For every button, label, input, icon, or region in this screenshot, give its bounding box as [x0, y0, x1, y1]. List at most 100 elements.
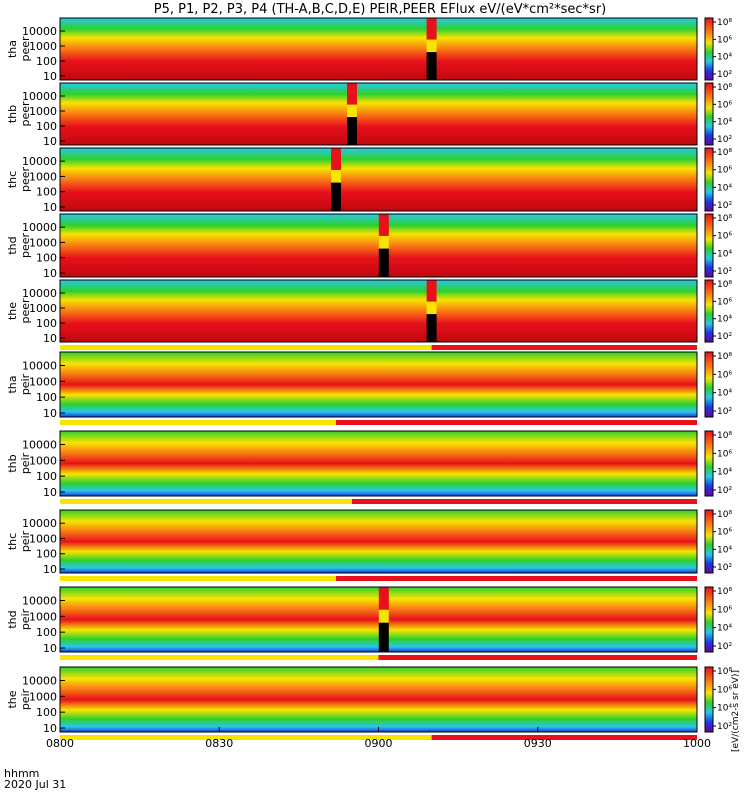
panel-probe-label: thd: [6, 610, 19, 628]
colorbar: [704, 279, 714, 343]
panel-probe-label: thb: [6, 105, 19, 123]
colorbar-tick-label: 10⁶: [717, 35, 732, 45]
y-tick-label: 10: [43, 486, 57, 499]
y-tick-label: 100: [36, 391, 57, 404]
data-gap-marker: [378, 622, 389, 652]
colorbar-tick-label: 10⁴: [717, 624, 732, 634]
data-gap-upper: [426, 18, 437, 40]
y-tick-label: 10: [43, 722, 57, 735]
data-gap-upper: [346, 83, 357, 105]
panel-frame: [59, 82, 698, 146]
panel-probe-label: thd: [6, 236, 19, 254]
data-gap-marker: [426, 314, 437, 342]
flag-yellow-segment: [60, 655, 379, 660]
colorbar-tick-label: 10⁶: [717, 166, 732, 176]
colorbar-tick-label: 10²: [717, 642, 732, 652]
data-gap-mid: [378, 236, 389, 249]
panel-frame: [59, 279, 698, 343]
data-gap-mid: [426, 301, 437, 315]
panel-species-label: peer: [19, 233, 32, 259]
flag-yellow-segment: [60, 499, 352, 504]
y-tick-label: 100: [36, 120, 57, 133]
colorbar-tick-label: 10⁶: [717, 232, 732, 242]
colorbar-tick-label: 10⁴: [717, 315, 732, 325]
panel-probe-label: tha: [6, 375, 19, 393]
colorbar: [704, 666, 714, 733]
colorbar: [704, 509, 714, 574]
y-tick-label: 10000: [22, 25, 57, 38]
quality-flag-bar: [60, 420, 697, 425]
flag-yellow-segment: [60, 576, 337, 581]
y-tick-label: 10: [43, 332, 57, 345]
panel-frame: [59, 147, 698, 212]
colorbar-tick-label: 10⁴: [717, 389, 732, 399]
flag-yellow-segment: [60, 735, 432, 740]
data-gap-mid: [331, 170, 342, 183]
y-tick-label: 1000: [29, 690, 57, 703]
quality-flag-bar: [60, 499, 697, 504]
y-tick-label: 100: [36, 706, 57, 719]
y-tick-label: 10: [43, 563, 57, 576]
y-tick-label: 1000: [29, 610, 57, 623]
x-tick-label: 0900: [365, 737, 393, 750]
panel-species-label: peir: [19, 688, 32, 710]
colorbar-tick-label: 10⁸: [717, 280, 732, 290]
data-gap-marker: [378, 248, 389, 277]
colorbar-tick-label: 10⁴: [717, 249, 732, 259]
y-tick-label: 10: [43, 267, 57, 280]
colorbar-tick-label: 10⁴: [717, 53, 732, 63]
colorbar-tick-label: 10⁶: [717, 370, 732, 380]
y-tick-label: 1000: [29, 454, 57, 467]
spectrogram-image: [60, 148, 697, 211]
flag-yellow-segment: [60, 345, 432, 350]
y-tick-label: 100: [36, 186, 57, 199]
colorbar-tick-label: 10²: [717, 722, 732, 732]
colorbar-tick-label: 10⁴: [717, 704, 732, 714]
colorbar-tick-label: 10⁸: [717, 83, 732, 93]
spectrogram-image: [60, 18, 697, 80]
y-tick-label: 1000: [29, 105, 57, 118]
colorbar-tick-label: 10⁸: [717, 510, 732, 520]
colorbar-tick-label: 10²: [717, 70, 732, 80]
y-tick-label: 100: [36, 470, 57, 483]
colorbar-tick-label: 10⁶: [717, 605, 732, 615]
colorbar-tick-label: 10⁴: [717, 468, 732, 478]
y-tick-label: 1000: [29, 532, 57, 545]
colorbar-tick-label: 10²: [717, 407, 732, 417]
colorbar-tick-label: 10²: [717, 563, 732, 573]
colorbar-tick-label: 10⁴: [717, 545, 732, 555]
colorbar-tick-label: 10²: [717, 135, 732, 145]
panel-species-label: peer: [19, 36, 32, 62]
y-tick-label: 1000: [29, 170, 57, 183]
y-tick-label: 10000: [22, 287, 57, 300]
colorbar-tick-label: 10²: [717, 486, 732, 496]
y-tick-label: 100: [36, 317, 57, 330]
data-gap-marker: [426, 52, 437, 80]
colorbar-tick-label: 10⁸: [717, 148, 732, 158]
panel-species-label: peir: [19, 373, 32, 395]
panel-frame: [59, 17, 698, 81]
colorbar: [704, 82, 714, 146]
x-tick-label: 0800: [46, 737, 74, 750]
panel-species-label: peir: [19, 530, 32, 552]
panel-species-label: peir: [19, 608, 32, 630]
quality-flag-bar: [60, 576, 697, 581]
y-tick-label: 1000: [29, 236, 57, 249]
panel-probe-label: thc: [6, 171, 19, 188]
colorbar-tick-label: 10⁸: [717, 667, 732, 677]
spectrogram-image: [60, 280, 697, 342]
spectrogram-image: [60, 214, 697, 277]
data-gap-marker: [346, 117, 357, 145]
colorbar: [704, 351, 714, 418]
panel-probe-label: the: [6, 690, 19, 708]
colorbar-unit-text: [eV/(cm2-s sr eV)]: [731, 670, 741, 752]
